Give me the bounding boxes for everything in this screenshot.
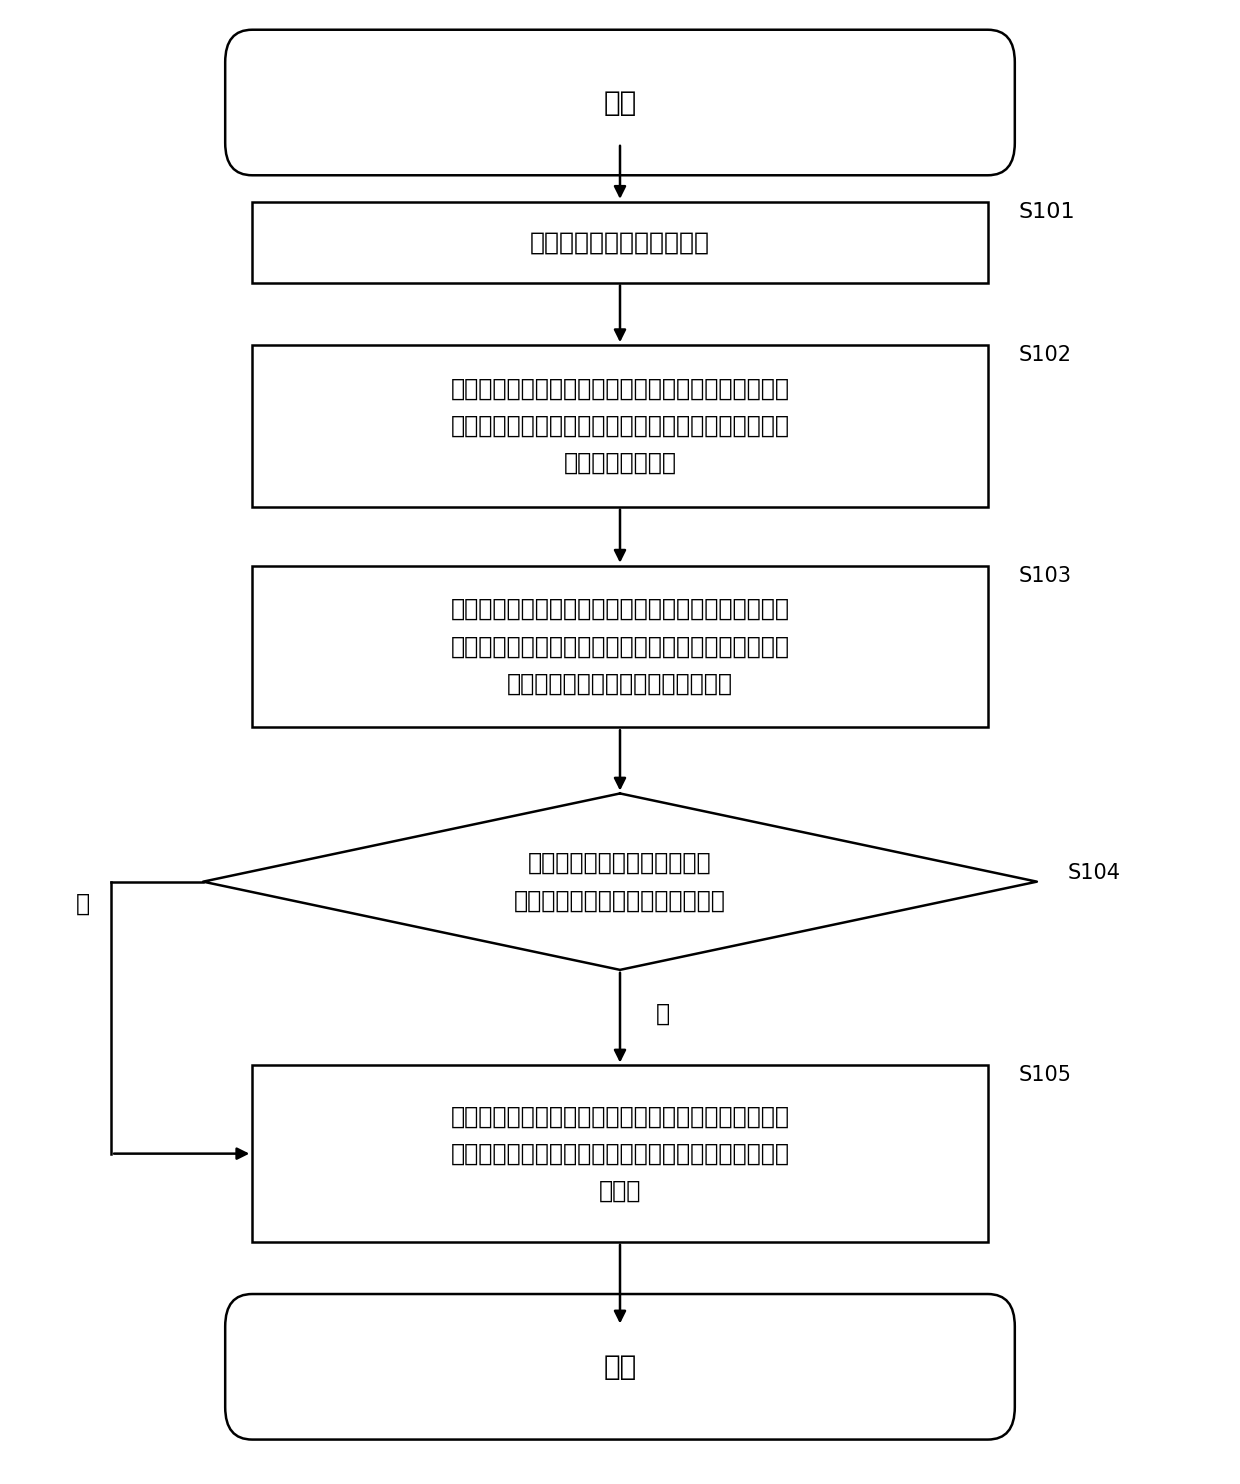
Bar <box>252 202 988 282</box>
FancyBboxPatch shape <box>226 1294 1014 1439</box>
Text: 否: 否 <box>656 1002 670 1025</box>
Text: S105: S105 <box>1018 1066 1071 1085</box>
Text: S103: S103 <box>1018 565 1071 586</box>
Text: 是: 是 <box>76 892 91 916</box>
Text: S101: S101 <box>1018 202 1075 221</box>
Bar <box>252 1066 988 1242</box>
Text: 结束: 结束 <box>604 1353 636 1380</box>
Bar <box>252 346 988 506</box>
Text: 根据所述速度命令控制电机驱动所述第一轮组和所述第
二轮组转动，并检测当前时刻第一轮组的实际速度和第
二轮组的实际速度: 根据所述速度命令控制电机驱动所述第一轮组和所述第 二轮组转动，并检测当前时刻第一… <box>450 377 790 475</box>
Text: 根据所述第一执行速度和所述第一轮组的实际速度计算
第一速度跟踪率，并根据所述第二执行速度和所述第二
轮组的实际速度计算第二速度跟踪率: 根据所述第一执行速度和所述第一轮组的实际速度计算 第一速度跟踪率，并根据所述第二… <box>450 597 790 696</box>
Text: S104: S104 <box>1068 862 1121 883</box>
Bar <box>252 565 988 727</box>
Text: 接收控制器发送的速度命令: 接收控制器发送的速度命令 <box>529 230 711 254</box>
Text: 判断第一根据率与第二跟踪率
的跟踪率差值是否大于第一预设值: 判断第一根据率与第二跟踪率 的跟踪率差值是否大于第一预设值 <box>515 850 725 913</box>
FancyBboxPatch shape <box>226 30 1014 175</box>
Text: 调整所述第一轮组的实际速度或所述第二轮组的实际速
度，以使调整后的跟踪率差值的绝对值小于或等于第二
预设值: 调整所述第一轮组的实际速度或所述第二轮组的实际速 度，以使调整后的跟踪率差值的绝… <box>450 1104 790 1204</box>
Text: 开始: 开始 <box>604 89 636 117</box>
Text: S102: S102 <box>1018 346 1071 365</box>
